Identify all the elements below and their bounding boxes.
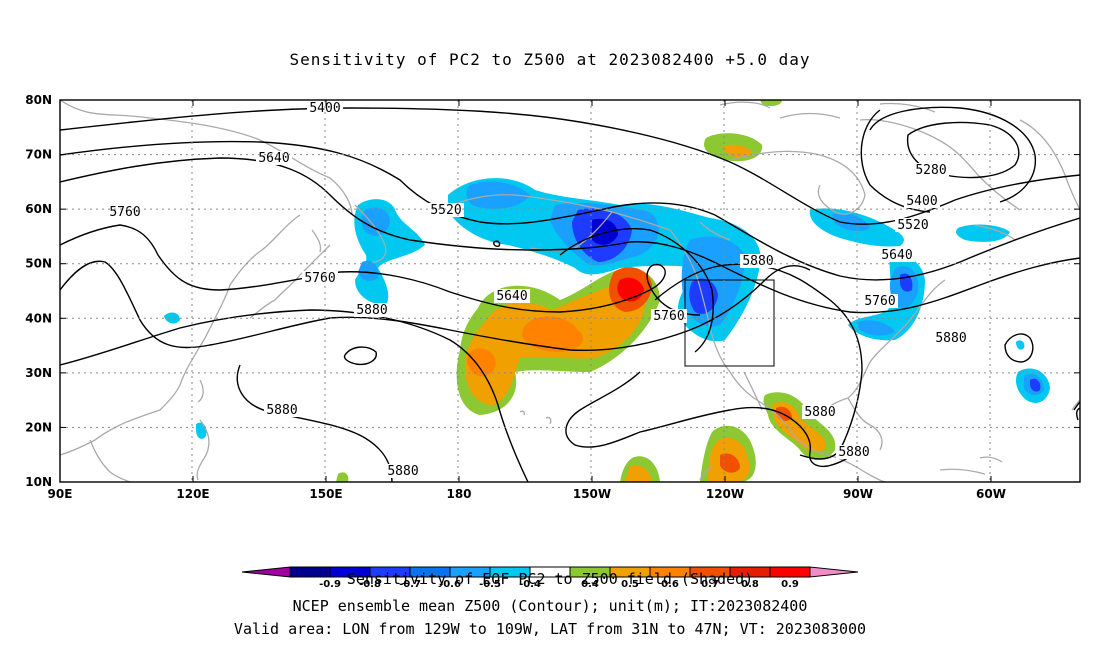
contour-label: 5640 <box>496 289 527 304</box>
colorbar-label: -0.8 <box>359 579 381 590</box>
colorbar-label: 0.9 <box>781 579 799 590</box>
colorbar: -0.9 -0.8 -0.7 -0.6 -0.5 -0.4 0.4 0.5 0.6 0.7 0.8 0… <box>241 566 859 590</box>
colorbar-label: -0.9 <box>319 579 341 590</box>
colorbar-label: 0.5 <box>621 579 639 590</box>
contour-label: 5880 <box>742 254 773 269</box>
contour-label: 5400 <box>906 194 937 209</box>
lat-label: 80N <box>25 93 52 107</box>
contour-label: 5880 <box>804 405 835 420</box>
lon-label: 180 <box>446 487 471 501</box>
contour-labels: 5400 5640 5760 5520 5280 5400 5520 5640 5760 5880… <box>107 101 969 479</box>
colorbar-right-arrow <box>809 566 859 578</box>
lon-label: 90W <box>843 487 873 501</box>
colorbar-label: -0.7 <box>399 579 421 590</box>
footer-line-1: Sensitivity of EOF PC2 to Z500 field (Sh… <box>346 570 754 588</box>
lon-label: 60W <box>976 487 1006 501</box>
colorbar-label: 0.4 <box>581 579 599 590</box>
lon-label: 150E <box>309 487 342 501</box>
lat-label: 30N <box>25 366 52 380</box>
contour-label: 5280 <box>915 163 946 178</box>
colorbar-label: 0.7 <box>701 579 719 590</box>
contour-label: 5760 <box>304 271 335 286</box>
map-frame <box>59 99 1081 483</box>
contour-label: 5400 <box>309 101 340 116</box>
lon-label: 120W <box>706 487 744 501</box>
colorbar-label: 0.6 <box>661 579 679 590</box>
map-title: Sensitivity of PC2 to Z500 at 2023082400… <box>289 50 811 69</box>
contour-label: 5880 <box>838 445 869 460</box>
tick-marks <box>59 99 1080 483</box>
lat-label: 60N <box>25 202 52 216</box>
lat-axis-labels: 80N 70N 60N 50N 40N 30N 20N 10N <box>25 93 52 489</box>
lon-label: 90E <box>48 487 73 501</box>
lat-label: 70N <box>25 148 52 162</box>
contour-label: 5760 <box>109 205 140 220</box>
footer-line-2: NCEP ensemble mean Z500 (Contour); unit(… <box>292 597 808 615</box>
contour-label: 5880 <box>356 303 387 318</box>
shaded-sensitivity <box>164 100 1050 482</box>
colorbar-label: -0.6 <box>439 579 461 590</box>
footer-line-3: Valid area: LON from 129W to 109W, LAT f… <box>233 620 867 638</box>
lat-label: 40N <box>25 311 52 325</box>
contour-label: 5880 <box>935 331 966 346</box>
lat-label: 10N <box>25 475 52 489</box>
gridlines <box>60 100 1080 482</box>
lat-label: 20N <box>25 420 52 434</box>
contour-label: 5520 <box>430 203 461 218</box>
lon-label: 120E <box>176 487 209 501</box>
coastlines <box>60 100 1080 482</box>
colorbar-label: -0.5 <box>479 579 501 590</box>
colorbar-label: 0.8 <box>741 579 759 590</box>
lat-label: 50N <box>25 257 52 271</box>
contour-label: 5880 <box>266 403 297 418</box>
contour-label: 5520 <box>897 218 928 233</box>
lon-axis-labels: 90E 120E 150E 180 150W 120W 90W 60W <box>48 487 1006 501</box>
contour-label: 5760 <box>864 294 895 309</box>
contour-label: 5640 <box>881 248 912 263</box>
contour-label: 5760 <box>653 309 684 324</box>
contour-label: 5640 <box>258 151 289 166</box>
colorbar-label: -0.4 <box>519 579 541 590</box>
contour-label: 5880 <box>387 464 418 479</box>
lon-label: 150W <box>573 487 611 501</box>
